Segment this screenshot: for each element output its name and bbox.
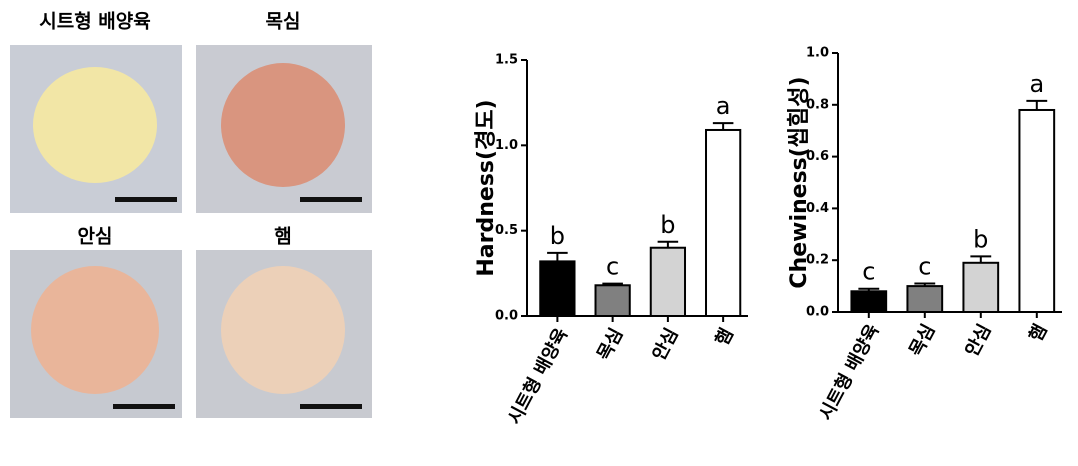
y-tick-label: 0.8 bbox=[806, 97, 829, 112]
photo-label: 햄 bbox=[274, 226, 291, 248]
x-tick-label: 햄 bbox=[1025, 321, 1051, 345]
bar bbox=[850, 290, 888, 313]
y-tick-label: 1.0 bbox=[806, 46, 829, 61]
bar bbox=[594, 284, 631, 317]
significance-label: b bbox=[660, 211, 675, 239]
y-tick-label: 0.6 bbox=[806, 149, 829, 164]
bar bbox=[705, 128, 742, 317]
y-tick-label: 1.0 bbox=[495, 138, 518, 153]
bar bbox=[1018, 108, 1056, 314]
photo-panel: 시트형 배양육 목심 안심 햄 bbox=[10, 11, 372, 418]
bar bbox=[539, 260, 576, 317]
sample bbox=[221, 63, 345, 187]
y-axis-label: Hardness(경도) bbox=[474, 99, 499, 276]
bar bbox=[962, 261, 1000, 314]
scale-bar bbox=[300, 404, 362, 409]
y-tick-label: 0.4 bbox=[806, 201, 829, 216]
sample bbox=[221, 266, 345, 394]
y-tick-label: 0.2 bbox=[806, 253, 829, 268]
photo-label: 시트형 배양육 bbox=[39, 11, 151, 33]
significance-label: c bbox=[606, 253, 619, 281]
sample bbox=[33, 67, 157, 183]
significance-label: b bbox=[550, 222, 565, 250]
sample bbox=[31, 266, 159, 394]
significance-label: a bbox=[716, 92, 731, 120]
x-tick-label: 안심 bbox=[962, 321, 996, 360]
y-tick-label: 0.0 bbox=[806, 305, 829, 320]
x-tick-label: 시트형 배양육 bbox=[815, 321, 883, 424]
y-axis-label: Chewiness(씹힘성) bbox=[787, 76, 812, 288]
significance-label: c bbox=[862, 258, 875, 286]
bar bbox=[906, 285, 944, 314]
significance-label: b bbox=[973, 225, 988, 253]
x-tick-label: 안심 bbox=[649, 325, 683, 364]
scale-bar bbox=[115, 197, 177, 202]
bar bbox=[649, 246, 687, 318]
x-tick-label: 목심 bbox=[906, 321, 940, 360]
y-tick-label: 0.5 bbox=[495, 223, 518, 238]
significance-label: a bbox=[1029, 70, 1044, 98]
significance-label: c bbox=[918, 253, 931, 281]
y-tick-label: 0.0 bbox=[495, 309, 518, 324]
y-tick-label: 1.5 bbox=[495, 53, 518, 68]
x-tick-label: 시트형 배양육 bbox=[504, 325, 572, 428]
photo-label: 안심 bbox=[78, 226, 113, 248]
photo-label: 목심 bbox=[266, 11, 301, 33]
scale-bar bbox=[113, 404, 175, 409]
x-tick-label: 목심 bbox=[593, 325, 627, 364]
scale-bar bbox=[300, 197, 362, 202]
x-tick-label: 햄 bbox=[712, 325, 738, 349]
